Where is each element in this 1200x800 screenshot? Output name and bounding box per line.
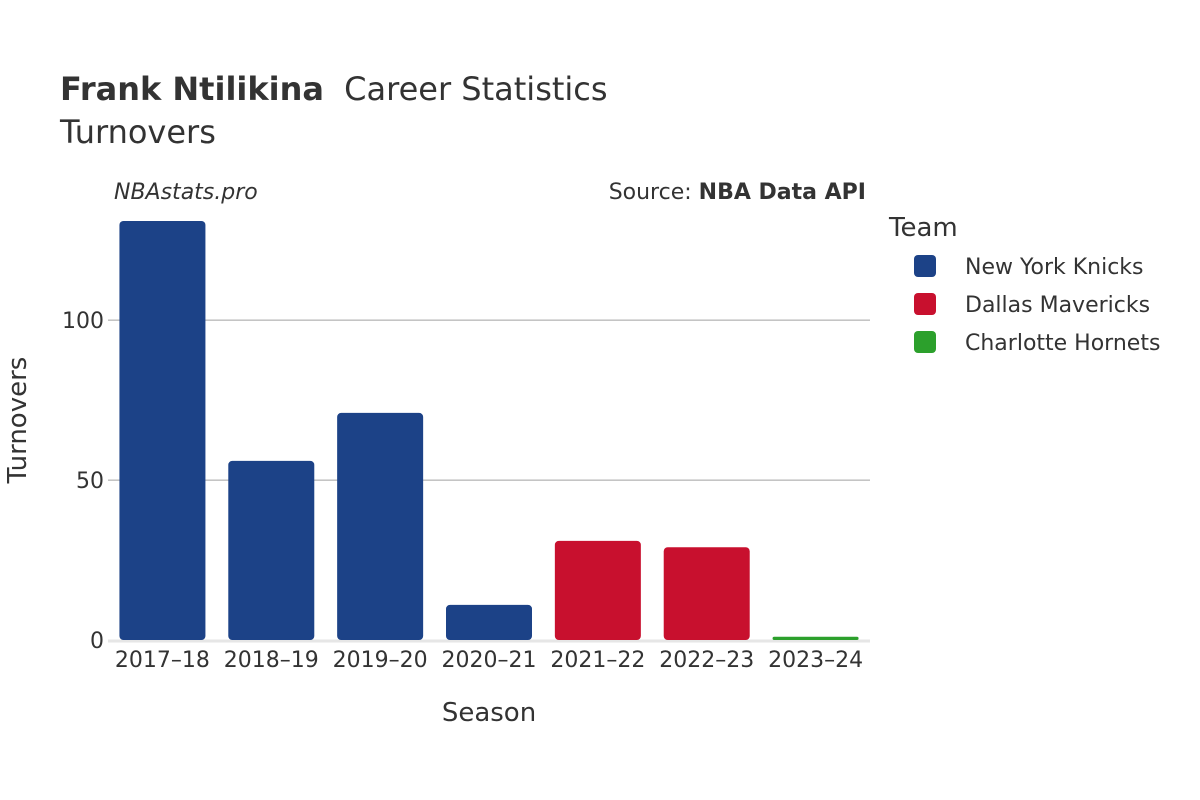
x-tick-label: 2023–24 [768, 648, 863, 673]
bar-2022–23 [663, 547, 750, 640]
legend-swatch [914, 331, 936, 353]
watermark: NBAstats.pro [114, 180, 258, 205]
y-tick-label: 50 [76, 469, 104, 494]
chart-title: Frank Ntilikina Career Statistics [60, 70, 608, 108]
grid-lines [108, 319, 870, 643]
y-axis-title: Turnovers [3, 357, 33, 485]
legend-label: Charlotte Hornets [965, 331, 1160, 356]
legend-label: New York Knicks [965, 255, 1144, 280]
y-tick-label: 0 [90, 629, 104, 654]
legend-label: Dallas Mavericks [965, 293, 1150, 318]
x-tick-label: 2019–20 [333, 648, 428, 673]
x-tick-labels: 2017–18 2018–19 2019–20 2020–21 2021–22 2022–… [115, 648, 863, 673]
bar-2017–18 [119, 221, 206, 640]
source-label: Source: NBA Data API [609, 180, 866, 205]
source-name: NBA Data API [699, 180, 866, 205]
bar-2018–19 [228, 460, 315, 640]
legend-swatch [914, 293, 936, 315]
source-prefix: Source: [609, 180, 699, 205]
legend: New York Knicks Dallas Mavericks Charlotte… [914, 255, 1160, 356]
bar-2021–22 [554, 540, 641, 640]
x-tick-label: 2021–22 [550, 648, 645, 673]
x-tick-label: 2017–18 [115, 648, 210, 673]
x-axis-title: Season [442, 698, 536, 728]
x-tick-label: 2018–19 [224, 648, 319, 673]
legend-swatch [914, 255, 936, 277]
x-tick-label: 2022–23 [659, 648, 754, 673]
y-tick-labels: 0 50 100 [62, 309, 104, 654]
bar-2020–21 [446, 604, 532, 640]
bar-2019–20 [337, 412, 424, 640]
bars [119, 221, 859, 640]
chart-subtitle: Turnovers [59, 113, 216, 151]
y-tick-label: 100 [62, 309, 104, 334]
legend-title: Team [888, 213, 958, 243]
bar-2023–24 [772, 636, 859, 640]
x-tick-label: 2020–21 [442, 648, 537, 673]
player-name: Frank Ntilikina [60, 70, 324, 108]
title-rest: Career Statistics [344, 70, 607, 108]
